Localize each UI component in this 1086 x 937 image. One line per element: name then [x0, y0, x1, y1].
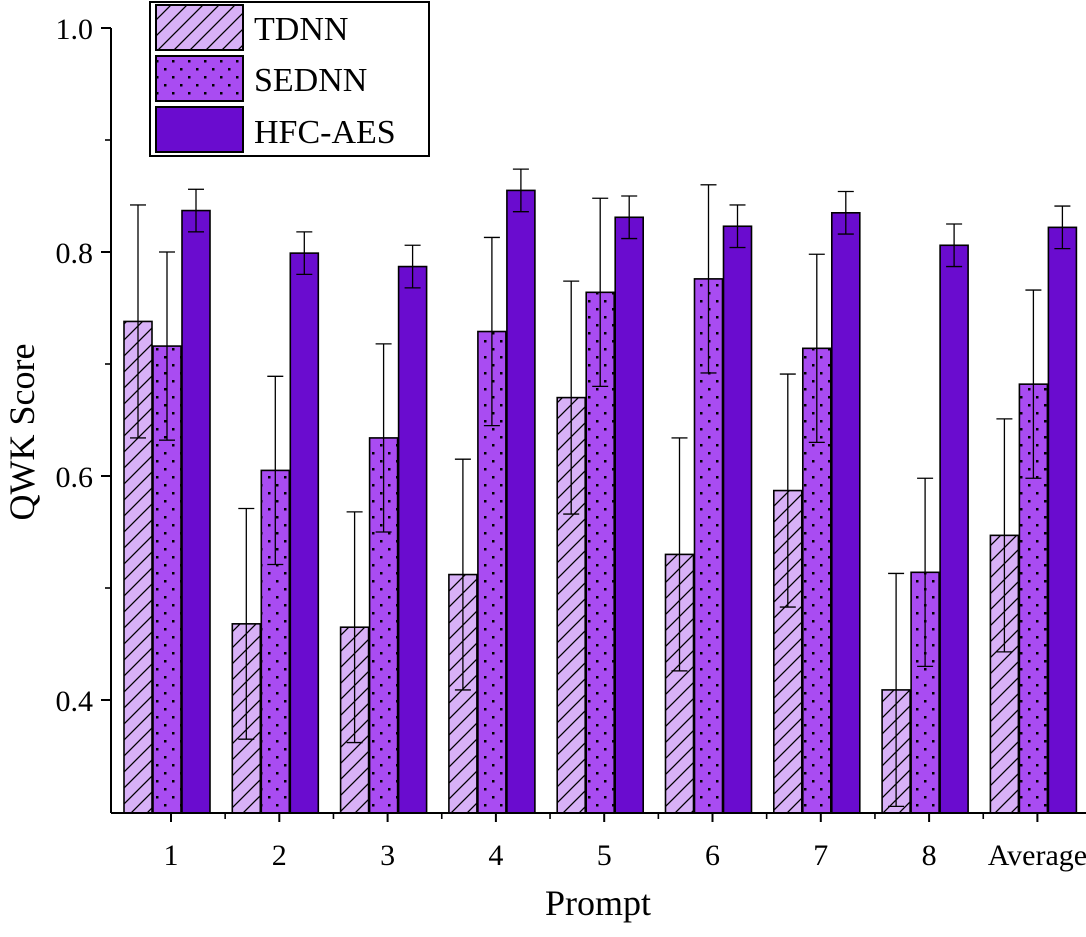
axes — [110, 28, 1086, 814]
x-tick-label-6: 6 — [705, 839, 720, 872]
legend-swatch-sednn — [155, 55, 244, 102]
error-bar-hfc-aes-2 — [296, 231, 313, 276]
error-bar-tdnn-8 — [888, 572, 905, 808]
error-bar-hfc-aes-8 — [946, 223, 963, 268]
bar-sednn-8 — [910, 571, 940, 814]
x-ticks: 1 2 3 4 5 6 7 8 Average — [164, 813, 1086, 872]
error-bar-sednn-5 — [592, 197, 609, 388]
bar-hfc-aes-3 — [397, 265, 428, 814]
bar-hfc-aes-2 — [289, 252, 320, 814]
error-bar-hfc-aes-6 — [729, 204, 746, 249]
error-bar-hfc-aes-9 — [1054, 205, 1071, 250]
error-bar-tdnn-4 — [454, 458, 471, 691]
legend-swatch-tdnn — [155, 4, 244, 51]
x-tick-label-2: 2 — [272, 839, 287, 872]
legend-label-tdnn: TDNN — [254, 11, 348, 48]
legend-label-sednn: SEDNN — [254, 62, 367, 99]
error-bar-sednn-8 — [917, 477, 934, 668]
legend-swatch-hfc-aes — [155, 106, 244, 153]
bar-hfc-aes-6 — [722, 225, 753, 814]
legend: TDNN SEDNN HFC-AES — [149, 1, 430, 157]
error-bar-sednn-2 — [267, 375, 284, 566]
x-tick-label-7: 7 — [813, 839, 828, 872]
error-bar-sednn-3 — [375, 343, 392, 533]
y-tick-label: 0.6 — [56, 461, 94, 494]
error-bar-sednn-6 — [700, 184, 717, 374]
error-bar-tdnn-1 — [130, 204, 146, 439]
y-ticks: 0.4 0.6 0.8 1.0 — [56, 13, 111, 718]
error-bar-tdnn-2 — [238, 507, 255, 740]
x-tick-label-4: 4 — [488, 839, 503, 872]
error-bar-hfc-aes-4 — [512, 168, 529, 213]
error-bar-sednn-4 — [483, 236, 500, 427]
bar-hfc-aes-9 — [1047, 226, 1078, 814]
bar-hfc-aes-7 — [830, 212, 861, 814]
error-bar-sednn-9 — [1025, 289, 1042, 479]
error-bar-tdnn-9 — [996, 418, 1013, 653]
x-tick-label-3: 3 — [380, 839, 395, 872]
y-tick-label: 0.4 — [56, 685, 94, 718]
error-bar-tdnn-5 — [563, 280, 580, 515]
y-tick-label: 1.0 — [56, 13, 94, 46]
y-axis-title: QWK Score — [2, 344, 42, 521]
error-bar-tdnn-3 — [346, 511, 363, 744]
error-bar-sednn-7 — [808, 253, 825, 444]
bar-hfc-aes-4 — [506, 189, 536, 814]
legend-label-hfc-aes: HFC-AES — [254, 114, 396, 151]
error-bar-tdnn-7 — [779, 373, 796, 608]
error-bar-hfc-aes-3 — [404, 244, 421, 289]
bar-hfc-aes-8 — [939, 244, 969, 814]
x-tick-label-average: Average — [988, 839, 1086, 872]
error-bar-hfc-aes-1 — [188, 188, 204, 233]
x-axis-title: Prompt — [545, 883, 651, 923]
error-bars-layer — [130, 168, 1071, 808]
error-bar-tdnn-6 — [671, 437, 688, 672]
error-bar-hfc-aes-7 — [837, 190, 854, 235]
bar-tdnn-4 — [448, 573, 478, 814]
bar-hfc-aes-1 — [181, 209, 211, 814]
x-tick-label-1: 1 — [164, 839, 179, 872]
x-tick-label-5: 5 — [597, 839, 612, 872]
bar-hfc-aes-5 — [614, 216, 645, 814]
x-tick-label-8: 8 — [922, 839, 937, 872]
error-bar-sednn-1 — [159, 251, 175, 441]
error-bar-hfc-aes-5 — [621, 195, 638, 240]
y-tick-label: 0.8 — [56, 237, 94, 270]
